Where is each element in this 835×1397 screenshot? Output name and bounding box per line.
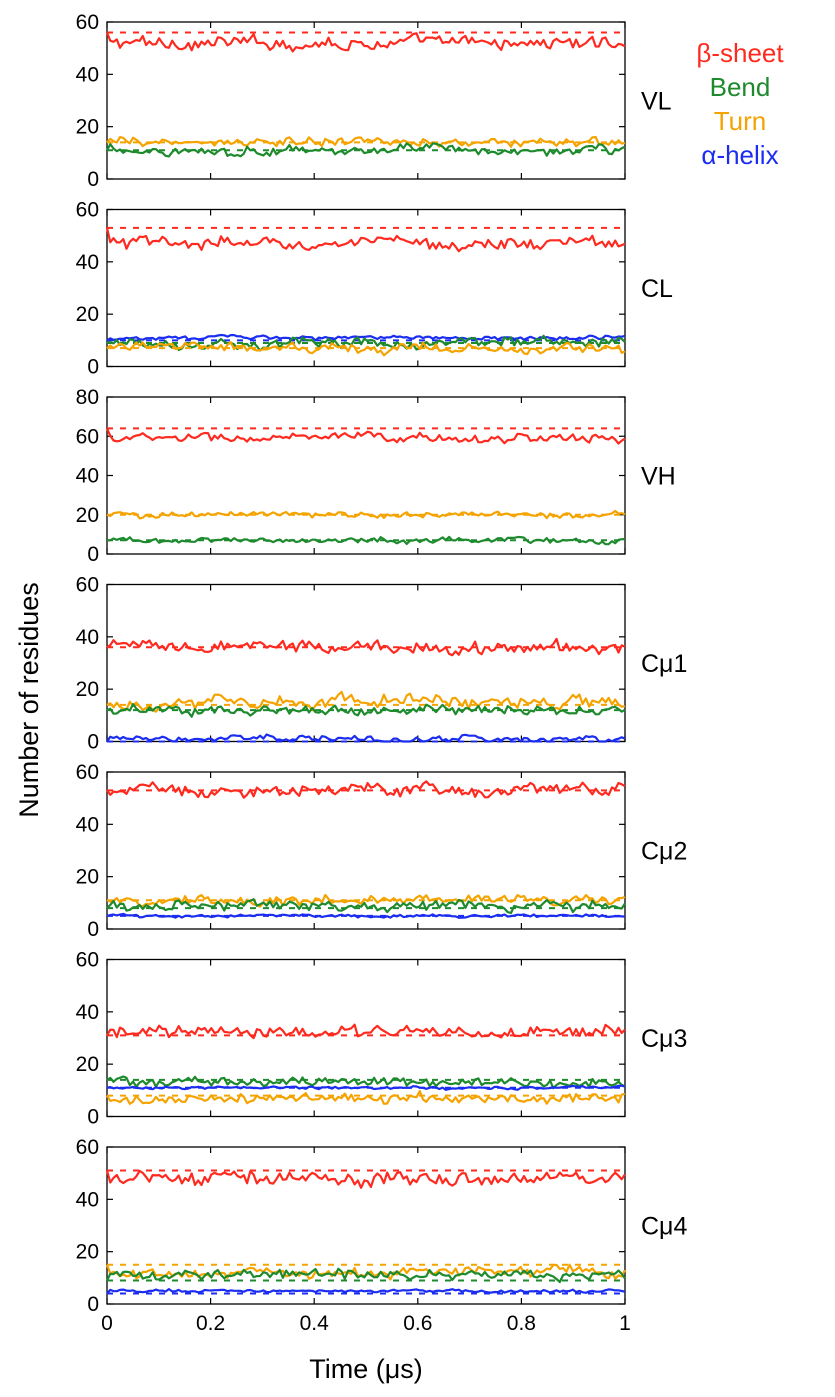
y-tick-label: 60	[76, 574, 99, 597]
panel-0: 0 20 40 60 VL	[76, 11, 672, 191]
chart-panels: 0204060VL0204060CL020406080VH0204060Cμ10…	[76, 11, 688, 1316]
legend-entry: α-helix	[701, 140, 778, 170]
y-tick-label: 0	[87, 356, 99, 379]
panel-label: Cμ3	[641, 1025, 687, 1053]
x-tick-label: 0.2	[196, 1312, 225, 1335]
panel-2: 0 20 40 60 80 VH	[76, 386, 676, 566]
y-tick-label: 40	[76, 813, 99, 836]
panel-label: Cμ2	[641, 838, 687, 866]
y-tick-label: 40	[76, 1001, 99, 1024]
panel-label: Cμ4	[641, 1213, 687, 1241]
series-line-Turn	[106, 136, 626, 148]
y-tick-label: 0	[87, 168, 99, 191]
y-tick-label: 40	[76, 251, 99, 274]
series-line-Bend	[106, 1267, 626, 1284]
series-line-α-helix	[106, 1287, 626, 1295]
panel-3: 0 20 40 60 Cμ1	[76, 574, 688, 754]
panel-4: 0 20 40 60 Cμ2	[76, 761, 688, 941]
x-tick-label: 0.8	[507, 1312, 536, 1335]
y-tick-label: 60	[76, 11, 99, 34]
series-line-Turn	[106, 1089, 626, 1105]
y-tick-label: 0	[87, 543, 99, 566]
series-line-β-sheet	[105, 32, 626, 53]
panel-5: 0 20 40 60 Cμ3	[76, 949, 688, 1129]
series-line-β-sheet	[106, 1023, 626, 1040]
y-tick-label: 60	[76, 949, 99, 972]
y-tick-label: 40	[76, 1188, 99, 1211]
legend-entry: Turn	[714, 106, 767, 136]
series-line-Turn	[106, 341, 626, 357]
y-tick-label: 40	[76, 465, 99, 488]
x-axis-label: Time (μs)	[309, 1354, 423, 1384]
x-tick-label: 0	[101, 1312, 113, 1335]
y-tick-label: 20	[76, 116, 99, 139]
y-tick-label: 80	[76, 386, 99, 409]
y-tick-label: 20	[76, 303, 99, 326]
series-line-Turn	[106, 509, 626, 520]
y-tick-label: 60	[76, 1136, 99, 1159]
series-line-β-sheet	[105, 1169, 626, 1189]
y-tick-label: 0	[87, 1293, 99, 1316]
panel-6: 0 20 40 60 Cμ4	[76, 1136, 688, 1316]
y-tick-label: 0	[87, 918, 99, 941]
x-tick-label: 0.4	[300, 1312, 330, 1335]
panel-frame	[106, 208, 626, 368]
series-line-α-helix	[106, 912, 626, 919]
series-line-α-helix	[106, 733, 626, 743]
series-line-α-helix	[106, 1084, 626, 1091]
chart-legend: β-sheet Bend Turn α-helix	[696, 38, 784, 170]
series-line-β-sheet	[106, 637, 626, 657]
series-line-Bend	[106, 898, 626, 915]
series-line-β-sheet	[106, 780, 626, 799]
series-line-β-sheet	[105, 427, 626, 445]
y-tick-label: 60	[76, 761, 99, 784]
panel-frame	[106, 396, 626, 555]
series-line-Bend	[107, 535, 626, 546]
y-tick-label: 20	[76, 1053, 99, 1076]
y-tick-label: 40	[76, 63, 99, 86]
series-line-β-sheet	[105, 227, 626, 253]
series-line-Turn	[106, 893, 626, 908]
y-tick-label: 20	[76, 504, 99, 527]
panel-label: VL	[641, 88, 672, 116]
panel-frame	[106, 1146, 626, 1305]
y-tick-label: 0	[87, 1106, 99, 1129]
series-line-Bend	[106, 702, 626, 718]
panel-frame	[106, 958, 626, 1118]
panel-label: VH	[641, 463, 676, 491]
panel-frame	[106, 771, 626, 930]
panel-frame	[106, 21, 626, 180]
legend-entry: β-sheet	[696, 38, 784, 68]
x-tick-label: 0.6	[403, 1312, 432, 1335]
series-line-Turn	[106, 690, 626, 713]
y-tick-label: 0	[87, 731, 99, 754]
panel-1: 0 20 40 60 CL	[76, 199, 673, 379]
y-axis-label: Number of residues	[14, 582, 44, 818]
x-tick-label: 1	[619, 1312, 631, 1335]
y-tick-label: 60	[76, 199, 99, 222]
legend-entry: Bend	[710, 72, 771, 102]
y-tick-label: 20	[76, 678, 99, 701]
y-tick-label: 60	[76, 425, 99, 448]
panel-label: Cμ1	[641, 650, 687, 678]
y-tick-label: 20	[76, 866, 99, 889]
series-line-Bend	[106, 334, 626, 352]
x-axis-ticks: 0 0.2 0.4 0.6 0.8 1	[101, 1312, 631, 1335]
series-line-Bend	[106, 1075, 626, 1090]
y-tick-label: 20	[76, 1241, 99, 1264]
series-line-Bend	[106, 142, 626, 158]
panel-frame	[106, 583, 626, 743]
panel-label: CL	[641, 275, 673, 303]
y-tick-label: 40	[76, 626, 99, 649]
